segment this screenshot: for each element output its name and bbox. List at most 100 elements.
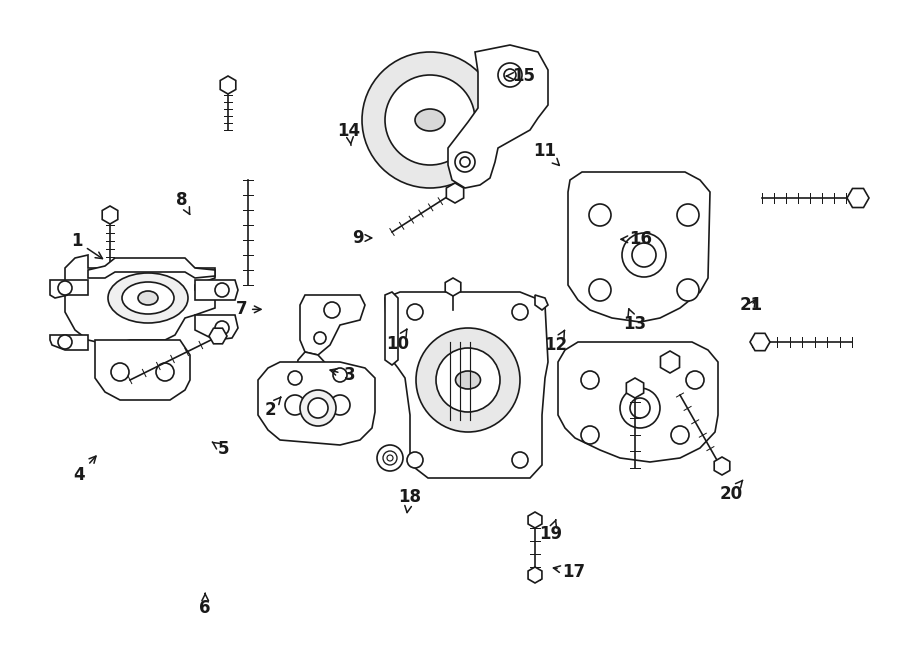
- Circle shape: [407, 452, 423, 468]
- Polygon shape: [209, 329, 227, 344]
- Circle shape: [450, 188, 460, 198]
- Text: 12: 12: [544, 330, 568, 354]
- Text: 17: 17: [554, 563, 586, 581]
- Polygon shape: [50, 280, 88, 298]
- Circle shape: [512, 304, 528, 320]
- Circle shape: [330, 395, 350, 415]
- Circle shape: [677, 279, 699, 301]
- Circle shape: [620, 388, 660, 428]
- Circle shape: [622, 233, 666, 277]
- Ellipse shape: [415, 109, 445, 131]
- Text: 20: 20: [719, 481, 742, 504]
- Circle shape: [407, 304, 423, 320]
- Polygon shape: [295, 352, 330, 395]
- Polygon shape: [446, 183, 464, 203]
- Circle shape: [589, 279, 611, 301]
- Text: 4: 4: [74, 456, 96, 484]
- Text: 7: 7: [236, 300, 261, 319]
- Circle shape: [853, 193, 863, 203]
- Circle shape: [285, 395, 305, 415]
- Circle shape: [581, 426, 599, 444]
- Text: 3: 3: [330, 366, 355, 385]
- Text: 19: 19: [539, 520, 562, 543]
- Text: 6: 6: [200, 594, 211, 617]
- Ellipse shape: [108, 273, 188, 323]
- Circle shape: [111, 363, 129, 381]
- Circle shape: [436, 348, 500, 412]
- Polygon shape: [528, 567, 542, 583]
- Circle shape: [288, 371, 302, 385]
- Circle shape: [106, 211, 114, 219]
- Circle shape: [383, 451, 397, 465]
- Circle shape: [630, 398, 650, 418]
- Polygon shape: [661, 351, 680, 373]
- Text: 11: 11: [533, 141, 559, 165]
- Polygon shape: [95, 340, 190, 400]
- Text: 14: 14: [338, 122, 361, 145]
- Circle shape: [677, 204, 699, 226]
- Circle shape: [58, 335, 72, 349]
- Polygon shape: [528, 512, 542, 528]
- Text: 8: 8: [176, 190, 190, 214]
- Circle shape: [504, 69, 516, 81]
- Text: 15: 15: [507, 67, 536, 85]
- Polygon shape: [568, 172, 710, 322]
- Text: 13: 13: [623, 309, 646, 333]
- Polygon shape: [195, 315, 238, 340]
- Text: 10: 10: [386, 329, 410, 353]
- Circle shape: [671, 426, 689, 444]
- Text: 16: 16: [621, 230, 652, 249]
- Circle shape: [498, 63, 522, 87]
- Polygon shape: [558, 342, 718, 462]
- Polygon shape: [50, 335, 88, 350]
- Circle shape: [308, 398, 328, 418]
- Circle shape: [300, 390, 336, 426]
- Text: 2: 2: [265, 397, 281, 419]
- Circle shape: [305, 368, 319, 382]
- Circle shape: [215, 321, 229, 335]
- Circle shape: [385, 75, 475, 165]
- Circle shape: [416, 328, 520, 432]
- Circle shape: [362, 52, 498, 188]
- Circle shape: [215, 283, 229, 297]
- Circle shape: [589, 204, 611, 226]
- Circle shape: [314, 332, 326, 344]
- Ellipse shape: [455, 371, 481, 389]
- Text: 21: 21: [740, 296, 763, 315]
- Circle shape: [460, 157, 470, 167]
- Circle shape: [58, 281, 72, 295]
- Circle shape: [333, 368, 347, 382]
- Circle shape: [324, 302, 340, 318]
- Polygon shape: [750, 333, 770, 350]
- Polygon shape: [195, 280, 238, 300]
- Text: 9: 9: [353, 229, 372, 247]
- Text: 5: 5: [212, 440, 229, 459]
- Polygon shape: [385, 292, 548, 478]
- Circle shape: [387, 455, 393, 461]
- Polygon shape: [65, 255, 215, 345]
- Circle shape: [632, 243, 656, 267]
- Circle shape: [755, 337, 765, 347]
- Polygon shape: [88, 258, 215, 278]
- Ellipse shape: [122, 282, 174, 314]
- Polygon shape: [847, 188, 869, 208]
- Polygon shape: [535, 295, 548, 310]
- Polygon shape: [385, 292, 398, 365]
- Circle shape: [686, 371, 704, 389]
- Circle shape: [377, 445, 403, 471]
- Text: 1: 1: [71, 232, 103, 258]
- Polygon shape: [258, 362, 375, 445]
- Circle shape: [449, 283, 457, 291]
- Polygon shape: [103, 206, 118, 224]
- Circle shape: [665, 357, 675, 367]
- Circle shape: [156, 363, 174, 381]
- Polygon shape: [448, 45, 548, 188]
- Polygon shape: [715, 457, 730, 475]
- Circle shape: [630, 383, 640, 393]
- Polygon shape: [626, 378, 644, 398]
- Circle shape: [455, 152, 475, 172]
- Ellipse shape: [138, 291, 158, 305]
- Text: 18: 18: [398, 488, 421, 513]
- Circle shape: [224, 81, 232, 89]
- Polygon shape: [446, 278, 461, 296]
